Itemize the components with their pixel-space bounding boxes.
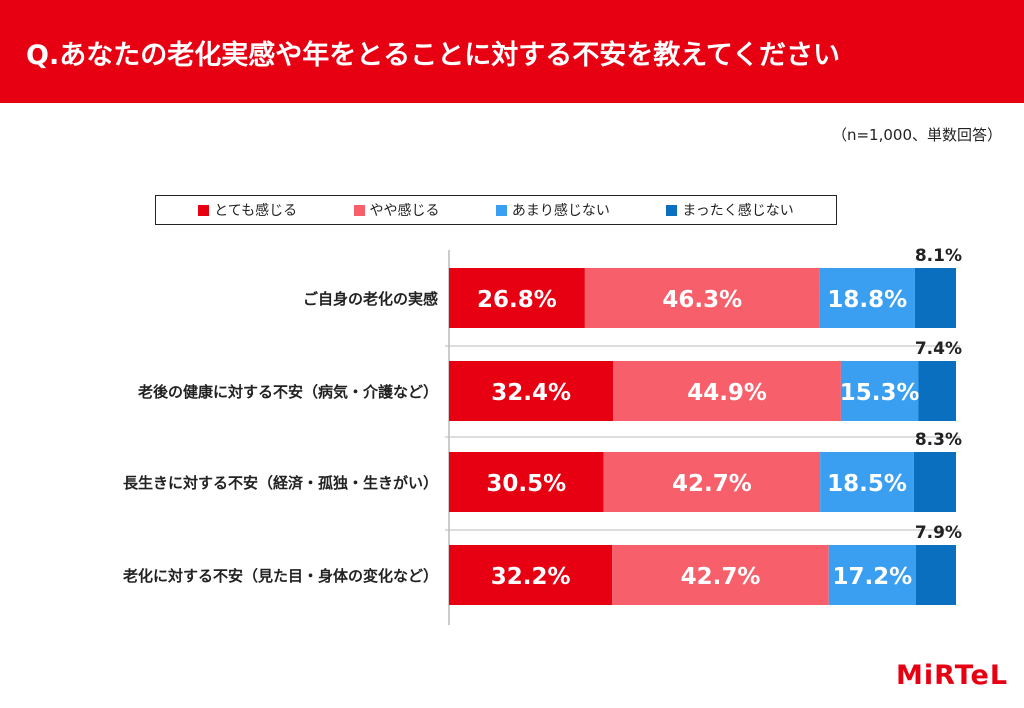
data-label: 15.3% xyxy=(840,380,920,406)
header-banner: Q.あなたの老化実感や年をとることに対する不安を教えてください xyxy=(0,0,1024,103)
legend-item-little: あまり感じない xyxy=(495,200,610,220)
legend-swatch-none xyxy=(666,204,678,216)
bar-segment xyxy=(449,545,613,605)
bar-segment xyxy=(915,545,956,605)
category-label: 老後の健康に対する不安（病気・介護など） xyxy=(137,383,438,401)
bar-segment xyxy=(918,361,956,421)
chart-legend: とても感じる やや感じる あまり感じない まったく感じない xyxy=(155,195,837,225)
category-label: 長生きに対する不安（経済・孤独・生きがい） xyxy=(123,474,438,492)
data-label: 18.5% xyxy=(827,471,907,497)
data-label: 30.5% xyxy=(486,471,566,497)
legend-label-somewhat: やや感じる xyxy=(369,203,440,219)
mirtel-logo: MiRTeL xyxy=(896,660,1009,691)
legend-swatch-very xyxy=(198,204,210,216)
data-label: 7.4% xyxy=(915,339,962,359)
bar-segment xyxy=(449,361,614,421)
bar-segment xyxy=(828,545,916,605)
data-label: 8.1% xyxy=(915,246,962,266)
data-label: 17.2% xyxy=(832,564,912,590)
legend-label-none: まったく感じない xyxy=(682,203,794,219)
data-label: 44.9% xyxy=(687,380,767,406)
data-label: 32.2% xyxy=(491,564,571,590)
data-label: 8.3% xyxy=(915,430,962,450)
legend-item-somewhat: やや感じる xyxy=(353,200,440,220)
bar-segment xyxy=(914,268,956,328)
bar-segment xyxy=(449,452,604,512)
bar-segment xyxy=(820,452,914,512)
data-label: 42.7% xyxy=(681,564,761,590)
bar-segment xyxy=(819,268,915,328)
data-label: 42.7% xyxy=(672,471,752,497)
bar-segment xyxy=(603,452,821,512)
bar-segment xyxy=(449,268,585,328)
data-label: 32.4% xyxy=(491,380,571,406)
page-title: Q.あなたの老化実感や年をとることに対する不安を教えてください xyxy=(26,40,841,71)
data-label: 46.3% xyxy=(662,287,742,313)
category-label: 老化に対する不安（見た目・身体の変化など） xyxy=(122,567,438,585)
legend-label-very: とても感じる xyxy=(214,203,298,219)
bar-segment xyxy=(840,361,919,421)
legend-item-none: まったく感じない xyxy=(666,200,794,220)
data-label: 7.9% xyxy=(915,523,962,543)
legend-item-very: とても感じる xyxy=(198,200,297,220)
bar-segment xyxy=(913,452,956,512)
bar-segment xyxy=(613,361,841,421)
bar-segment xyxy=(612,545,829,605)
bar-segment xyxy=(584,268,820,328)
legend-swatch-little xyxy=(495,204,507,216)
data-label: 26.8% xyxy=(477,287,557,313)
legend-swatch-somewhat xyxy=(353,204,365,216)
legend-label-little: あまり感じない xyxy=(511,203,610,219)
data-label: 18.8% xyxy=(827,287,907,313)
category-label: ご自身の老化の実感 xyxy=(303,290,438,308)
sample-note: （n=1,000、単数回答） xyxy=(831,126,1002,144)
